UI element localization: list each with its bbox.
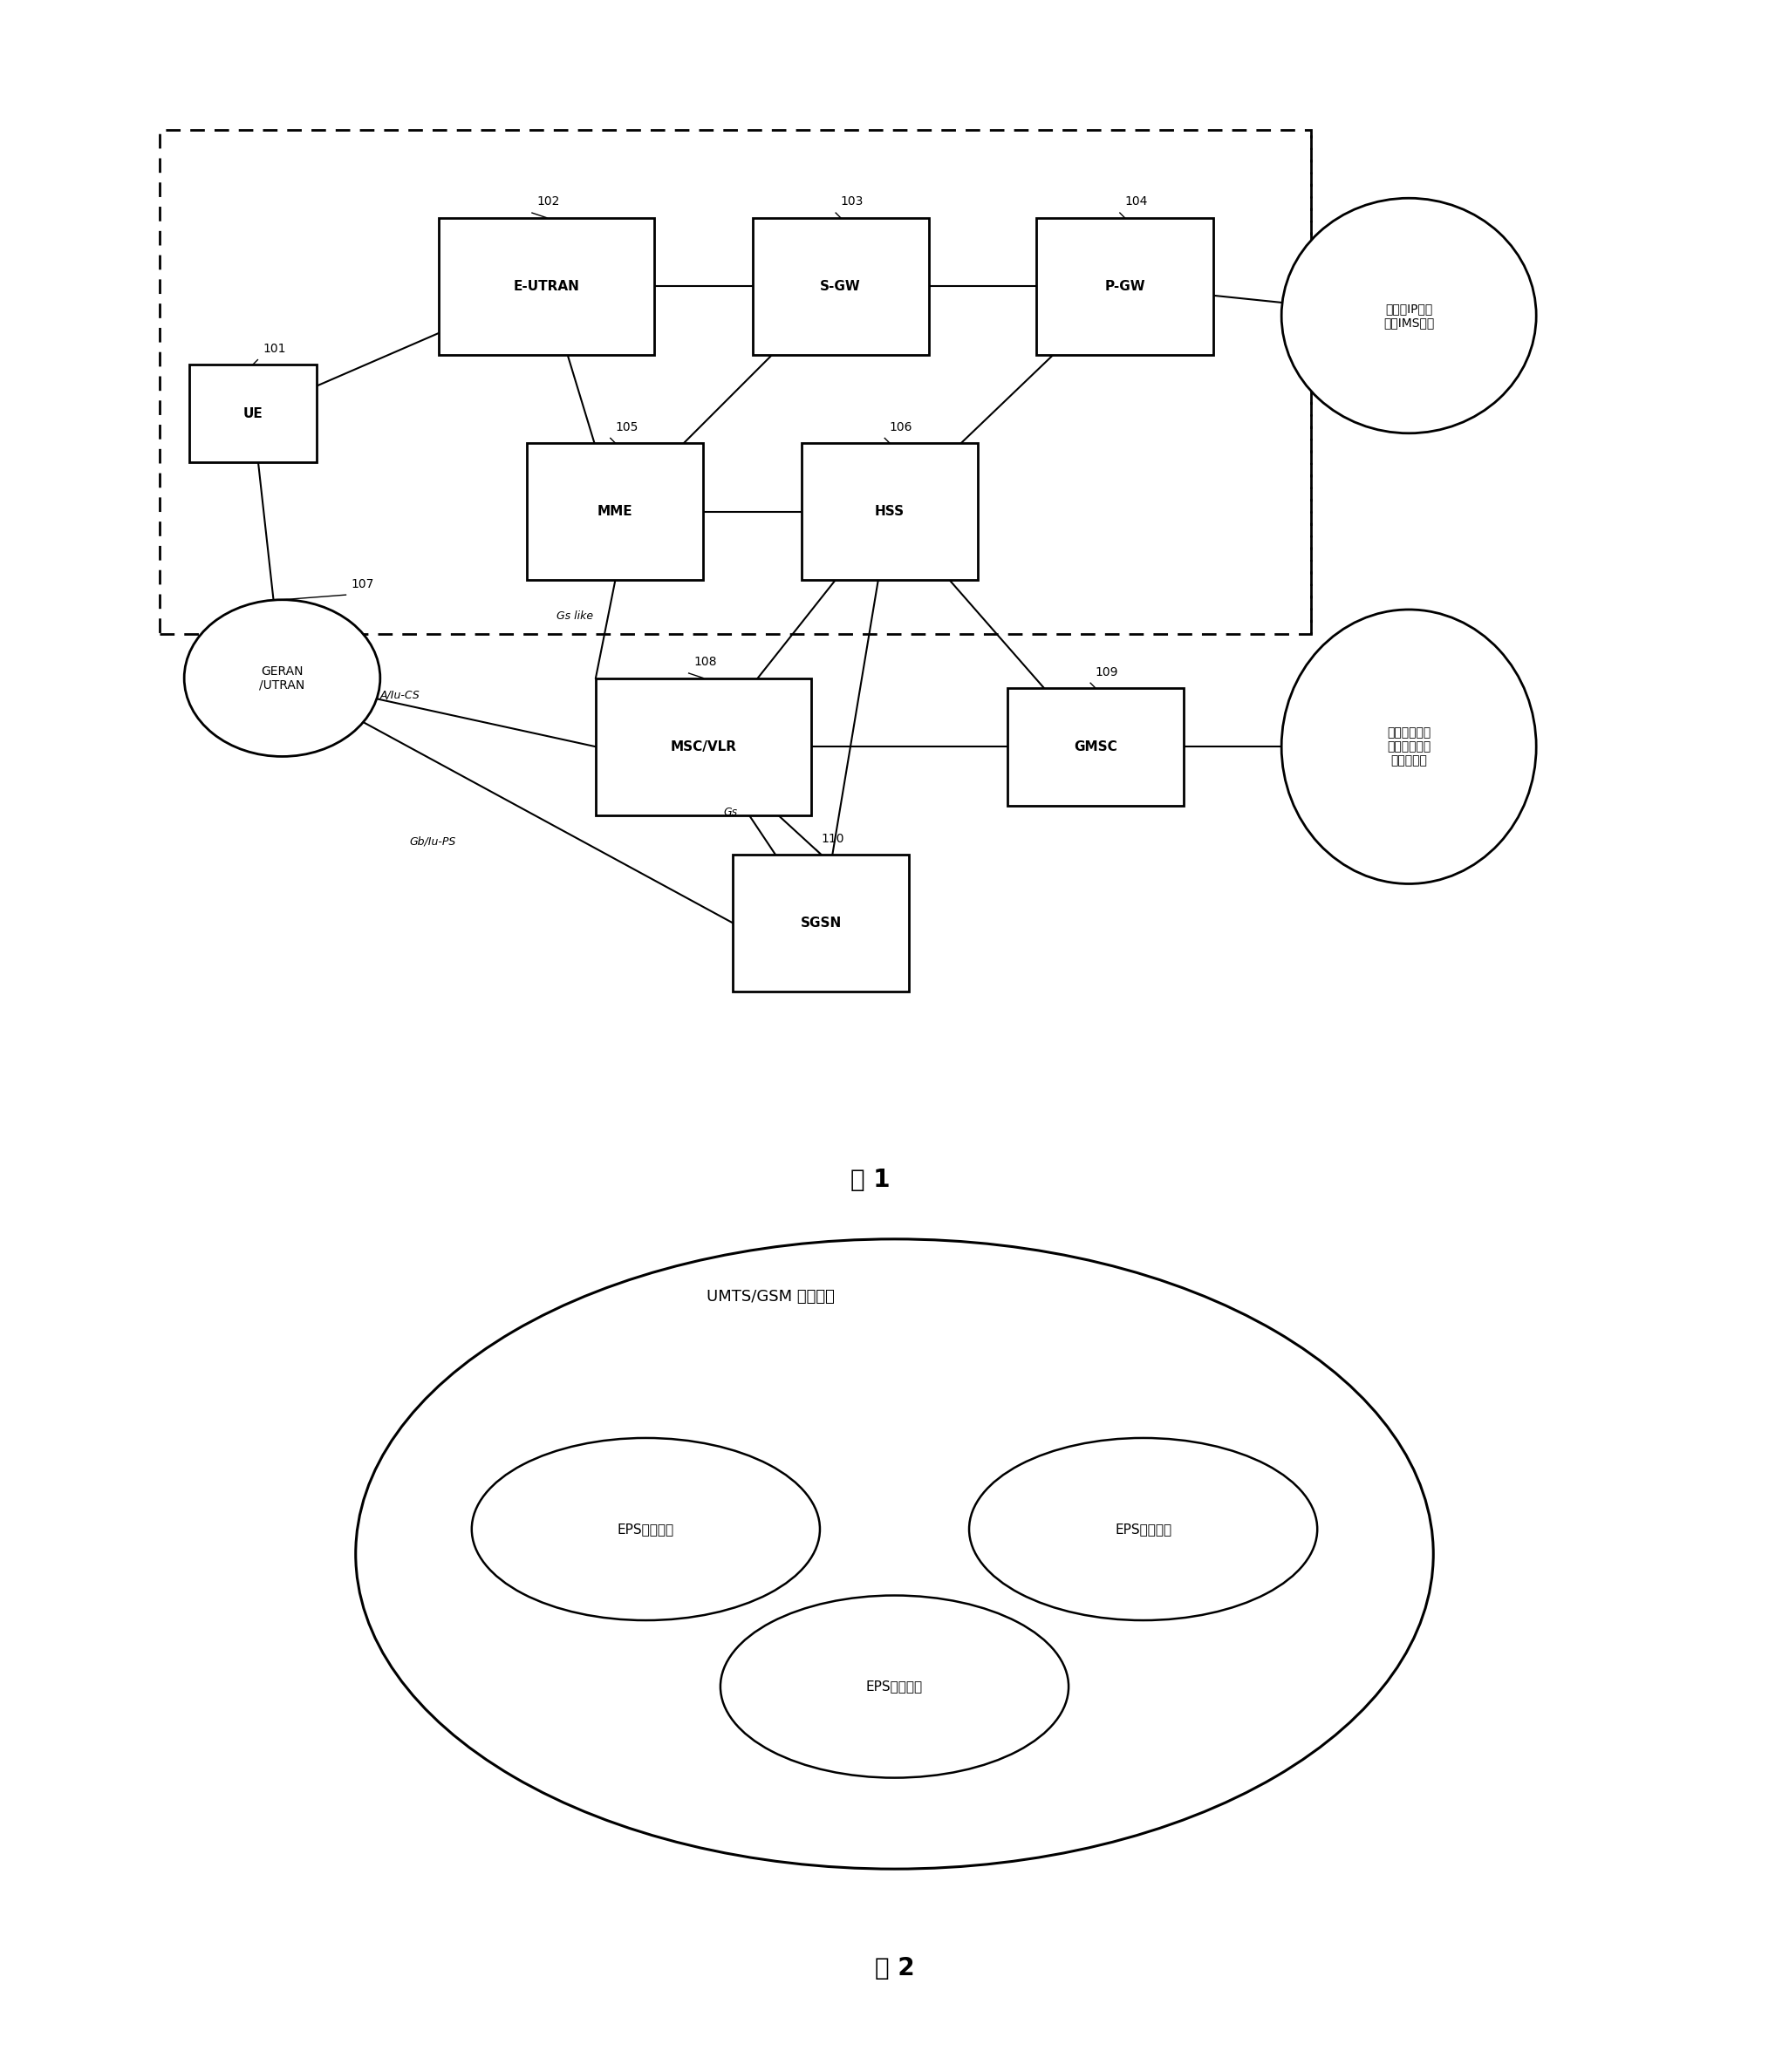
Ellipse shape [721,1595,1068,1778]
Text: SGSN: SGSN [800,916,841,930]
FancyBboxPatch shape [438,218,655,354]
Text: 107: 107 [351,578,374,591]
FancyBboxPatch shape [801,443,979,580]
Text: 106: 106 [889,421,912,433]
FancyBboxPatch shape [528,443,703,580]
Text: 图 2: 图 2 [875,1956,914,1981]
Text: EPS覆盖区域: EPS覆盖区域 [1115,1523,1172,1535]
Text: 图 1: 图 1 [850,1169,889,1191]
Ellipse shape [472,1438,819,1620]
Ellipse shape [1281,609,1537,885]
Text: Gs like: Gs like [556,611,594,622]
Ellipse shape [356,1239,1433,1869]
Text: 其他网络（固
定电话网、其
他移动网）: 其他网络（固 定电话网、其 他移动网） [1386,727,1431,767]
Text: GERAN
/UTRAN: GERAN /UTRAN [259,665,304,692]
Text: HSS: HSS [875,506,905,518]
Text: GMSC: GMSC [1073,740,1116,754]
Text: E-UTRAN: E-UTRAN [513,280,580,292]
Text: S-GW: S-GW [819,280,861,292]
Text: MSC/VLR: MSC/VLR [671,740,737,754]
FancyBboxPatch shape [190,365,317,462]
Text: UMTS/GSM 覆盖区域: UMTS/GSM 覆盖区域 [707,1289,834,1305]
Text: 102: 102 [537,195,560,207]
Text: EPS覆盖区域: EPS覆盖区域 [617,1523,674,1535]
Text: Gb/Iu-PS: Gb/Iu-PS [410,835,456,847]
FancyBboxPatch shape [1007,688,1184,806]
Text: 运营商IP网络
（如IMS等）: 运营商IP网络 （如IMS等） [1383,303,1435,329]
Ellipse shape [970,1438,1317,1620]
FancyBboxPatch shape [733,854,909,992]
Text: P-GW: P-GW [1104,280,1145,292]
Text: 104: 104 [1125,195,1149,207]
FancyBboxPatch shape [753,218,928,354]
Text: 105: 105 [615,421,639,433]
Text: Gs: Gs [723,806,737,818]
Ellipse shape [184,599,379,756]
Text: 101: 101 [263,342,286,354]
Text: EPS覆盖区域: EPS覆盖区域 [866,1680,923,1693]
Text: 110: 110 [821,833,844,845]
Ellipse shape [1281,199,1537,433]
FancyBboxPatch shape [596,678,810,814]
Text: MME: MME [598,506,633,518]
Text: UE: UE [243,406,263,421]
Text: A/Iu-CS: A/Iu-CS [379,690,420,700]
FancyBboxPatch shape [1036,218,1213,354]
Text: 109: 109 [1095,665,1118,678]
Text: 103: 103 [841,195,864,207]
Text: 108: 108 [694,657,717,669]
